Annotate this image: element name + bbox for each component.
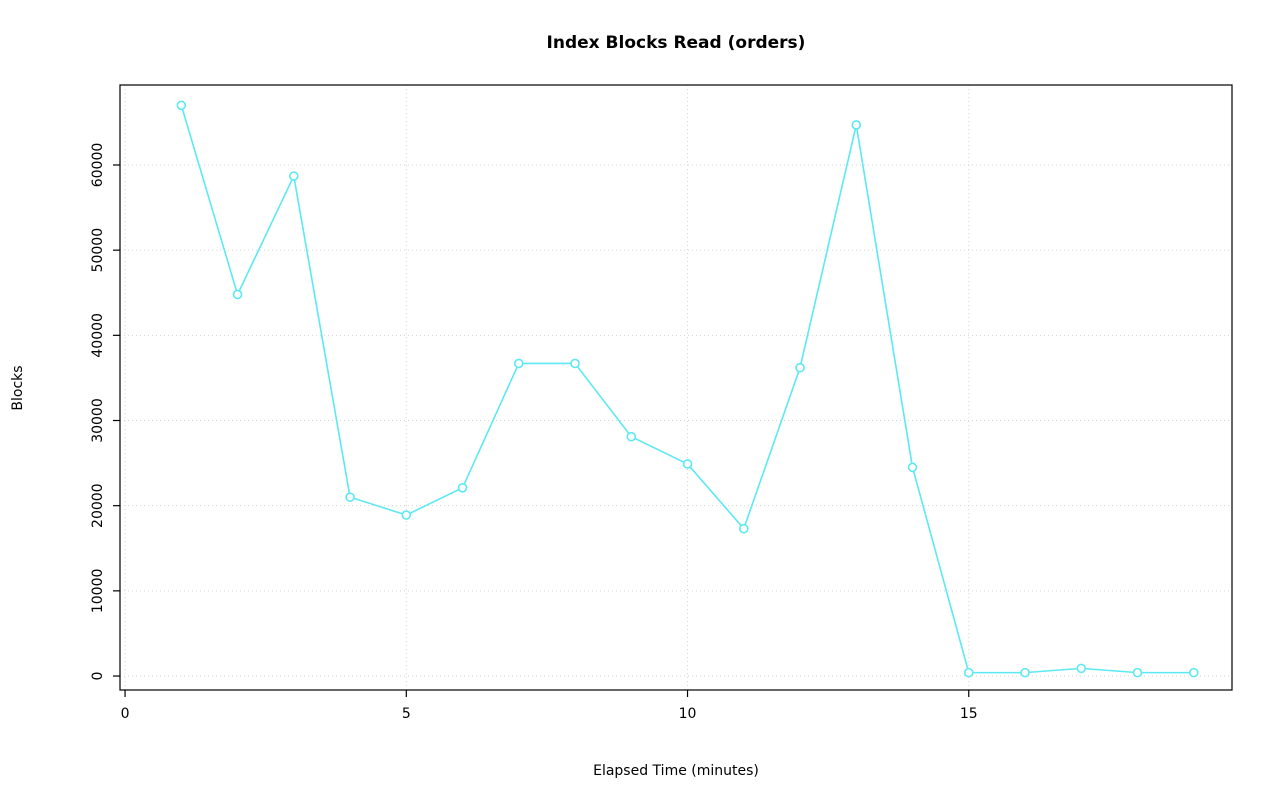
- data-point: [1020, 667, 1030, 678]
- plot-border: [119, 84, 1233, 691]
- data-point: [1132, 667, 1143, 678]
- y-tick-label: 10000: [90, 569, 106, 614]
- data-line: [180, 104, 1195, 674]
- data-point: [1076, 663, 1087, 674]
- data-point: [963, 667, 974, 678]
- x-tick-label: 10: [679, 706, 697, 722]
- data-point: [513, 358, 524, 369]
- x-axis-label: Elapsed Time (minutes): [593, 763, 759, 779]
- chart-title: Index Blocks Read (orders): [546, 33, 806, 53]
- data-point: [1188, 667, 1199, 678]
- data-point: [232, 289, 243, 300]
- y-axis-label: Blocks: [10, 365, 26, 411]
- x-tick-label: 5: [402, 706, 411, 722]
- y-tick-label: 50000: [90, 228, 106, 273]
- data-point: [570, 358, 580, 369]
- x-tick-label: 0: [121, 706, 130, 722]
- data-point: [907, 462, 918, 473]
- data-point: [626, 431, 637, 442]
- data-point: [682, 459, 693, 469]
- y-tick-label: 40000: [90, 313, 106, 358]
- data-point: [176, 100, 187, 111]
- data-point: [795, 362, 805, 373]
- data-point: [401, 510, 412, 520]
- data-point: [457, 482, 468, 493]
- x-tick-label: 15: [960, 706, 978, 722]
- y-tick-label: 0: [90, 672, 106, 681]
- y-tick-label: 30000: [90, 398, 106, 443]
- y-tick-label: 20000: [90, 483, 106, 528]
- data-point: [738, 523, 749, 534]
- data-point: [851, 120, 862, 130]
- data-point: [289, 171, 299, 181]
- data-point: [345, 492, 355, 502]
- y-tick-label: 60000: [90, 143, 106, 188]
